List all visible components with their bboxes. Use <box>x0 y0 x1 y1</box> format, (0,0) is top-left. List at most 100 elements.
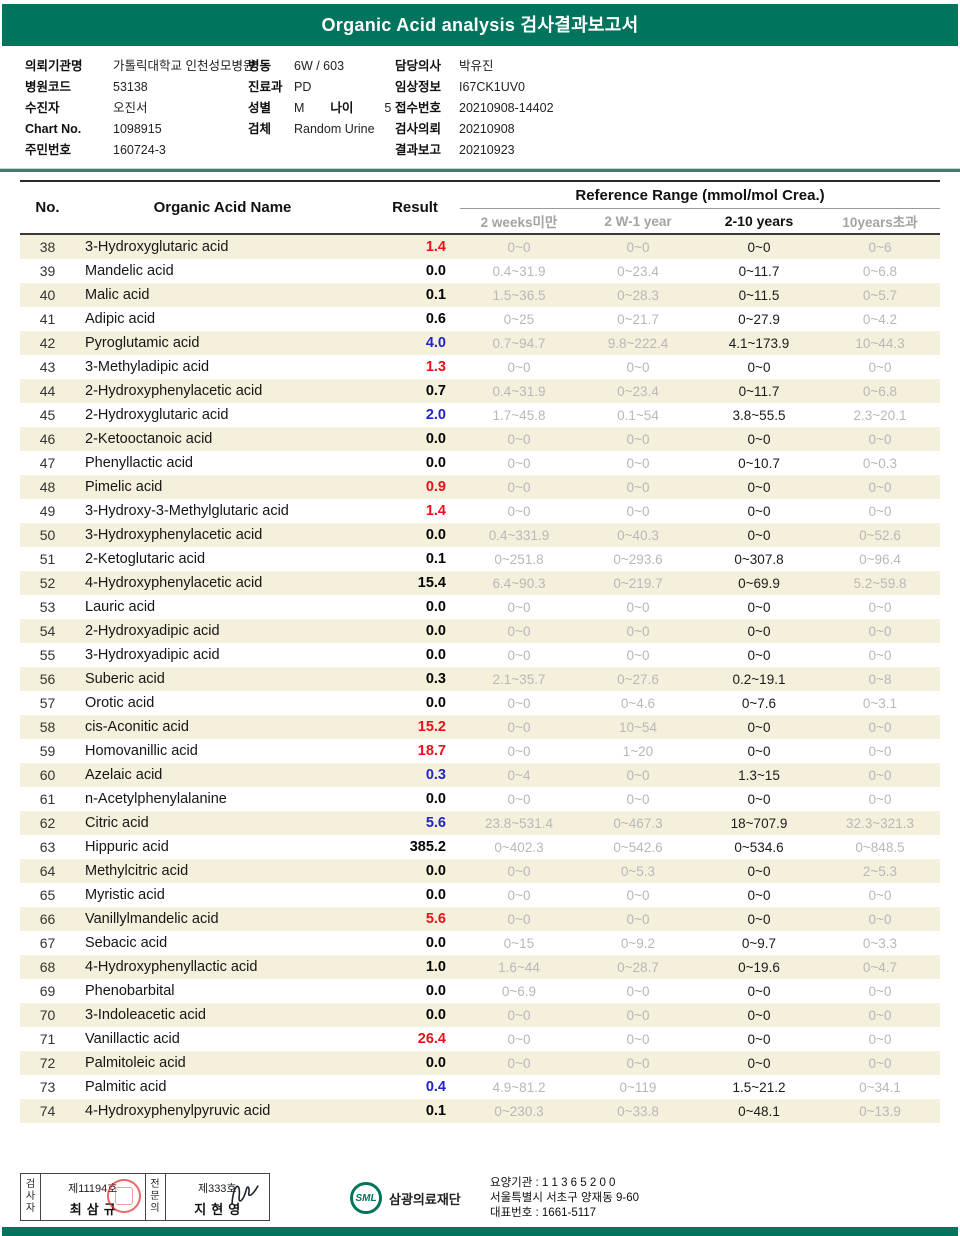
field-label: 검체 <box>248 122 272 136</box>
range-2-10-years: 0~27.9 <box>738 311 780 327</box>
result-value: 1.3 <box>425 359 446 375</box>
table-row: 38 3-Hydroxyglutaric acid 1.4 0~0 0~0 0~… <box>20 234 940 259</box>
result-value: 385.2 <box>409 839 446 855</box>
results-table: No. Organic Acid Name Result Reference R… <box>20 180 940 1123</box>
lab-address: 서울특별시 서초구 양재동 9-60 <box>490 1192 639 1204</box>
result-value: 0.0 <box>425 863 446 879</box>
range-under-2-weeks: 0~402.3 <box>494 839 544 855</box>
range-2-10-years: 4.1~173.9 <box>728 335 790 351</box>
col-header-result: Result <box>370 181 460 235</box>
range-2-10-years: 18~707.9 <box>730 815 788 831</box>
result-value: 0.0 <box>425 1055 446 1071</box>
row-number: 73 <box>39 1079 56 1095</box>
organic-acid-name: Palmitic acid <box>85 1079 167 1095</box>
organic-acid-name: 2-Hydroxyphenylacetic acid <box>85 383 263 399</box>
range-under-2-weeks: 0~0 <box>507 359 531 375</box>
row-number: 65 <box>39 887 56 903</box>
row-number: 67 <box>39 935 56 951</box>
range-under-2-weeks: 0~0 <box>507 719 531 735</box>
result-value: 0.0 <box>425 695 446 711</box>
patient-info-middle-column: 병동 6W / 603 진료과 PD 성별 M 나이 5 검체 Random Urine <box>248 56 391 140</box>
row-number: 43 <box>39 359 56 375</box>
range-2w-1year: 0~4.6 <box>620 695 656 711</box>
range-over-10-years: 0~6.8 <box>862 383 898 399</box>
row-number: 39 <box>39 263 56 279</box>
range-over-10-years: 0~0 <box>868 887 892 903</box>
field-value: 오진서 <box>113 101 148 115</box>
row-number: 42 <box>39 335 56 351</box>
row-number: 56 <box>39 671 56 687</box>
range-2-10-years: 0~11.7 <box>738 263 780 279</box>
table-row: 66 Vanillylmandelic acid 5.6 0~0 0~0 0~0… <box>20 907 940 931</box>
range-under-2-weeks: 1.5~36.5 <box>492 287 546 303</box>
organic-acid-name: 3-Hydroxyglutaric acid <box>85 239 229 255</box>
range-over-10-years: 0~0 <box>868 431 892 447</box>
field-value: 20210908 <box>459 122 515 136</box>
examiner-stamp-seal-icon <box>106 1179 141 1213</box>
organic-acid-name: Homovanillic acid <box>85 743 198 759</box>
range-2-10-years: 0~0 <box>747 623 771 639</box>
range-2-10-years: 0~0 <box>747 503 771 519</box>
organic-acid-name: Vanillactic acid <box>85 1031 180 1047</box>
result-value: 0.0 <box>425 527 446 543</box>
organic-acid-name: Azelaic acid <box>85 767 163 783</box>
table-row: 59 Homovanillic acid 18.7 0~0 1~20 0~0 0… <box>20 739 940 763</box>
row-number: 55 <box>39 647 56 663</box>
table-row: 58 cis-Aconitic acid 15.2 0~0 10~54 0~0 … <box>20 715 940 739</box>
patient-info-row: 진료과 PD <box>248 77 391 98</box>
field-label: 병원코드 <box>25 80 72 94</box>
field-label: 접수번호 <box>395 101 442 115</box>
organic-acid-name: Pyroglutamic acid <box>85 335 200 351</box>
lab-name: 삼광의료재단 <box>389 1191 461 1207</box>
range-2w-1year: 0~542.6 <box>613 839 663 855</box>
range-2w-1year: 0~27.6 <box>617 671 659 687</box>
range-2w-1year: 0~28.3 <box>617 287 659 303</box>
range-under-2-weeks: 0~0 <box>507 887 531 903</box>
lab-contact-info: 요양기관 : 1 1 3 6 5 2 0 0 서울특별시 서초구 양재동 9-6… <box>490 1176 639 1221</box>
range-2-10-years: 0~0 <box>747 359 771 375</box>
specialist-signature-icon <box>225 1176 266 1216</box>
range-under-2-weeks: 4.9~81.2 <box>492 1079 546 1095</box>
range-2w-1year: 0~0 <box>626 359 650 375</box>
table-row: 64 Methylcitric acid 0.0 0~0 0~5.3 0~0 2… <box>20 859 940 883</box>
range-2-10-years: 0~69.9 <box>738 575 780 591</box>
range-over-10-years: 0~0 <box>868 719 892 735</box>
range-2w-1year: 0~0 <box>626 503 650 519</box>
range-2-10-years: 0~0 <box>747 1055 771 1071</box>
row-number: 58 <box>39 719 56 735</box>
range-2w-1year: 0~0 <box>626 1007 650 1023</box>
range-2w-1year: 0~0 <box>626 599 650 615</box>
range-2w-1year: 0~33.8 <box>617 1103 659 1119</box>
organic-acid-name: 4-Hydroxyphenylacetic acid <box>85 575 263 591</box>
report-footer: 검사자 제11194호 최삼규 전문의 제333호 지현영 SML 삼광의료재단… <box>20 1170 940 1222</box>
result-value: 0.6 <box>425 311 446 327</box>
field-label: 수진자 <box>25 101 60 115</box>
table-row: 43 3-Methyladipic acid 1.3 0~0 0~0 0~0 0… <box>20 355 940 379</box>
range-2w-1year: 0~467.3 <box>613 815 663 831</box>
result-value: 1.4 <box>425 239 446 255</box>
range-2-10-years: 0~10.7 <box>738 455 780 471</box>
row-number: 71 <box>39 1031 56 1047</box>
organic-acid-name: Pimelic acid <box>85 479 163 495</box>
specialist-license-number: 제333호 <box>197 1183 237 1195</box>
range-2-10-years: 0~7.6 <box>741 695 777 711</box>
range-under-2-weeks: 1.6~44 <box>498 959 540 975</box>
range-2-10-years: 0~0 <box>747 911 771 927</box>
row-number: 74 <box>39 1103 56 1119</box>
range-over-10-years: 5.2~59.8 <box>853 575 907 591</box>
patient-info-row: 담당의사 박유진 <box>395 56 554 77</box>
range-under-2-weeks: 1.7~45.8 <box>492 407 546 423</box>
range-2w-1year: 0~0 <box>626 983 650 999</box>
result-value: 26.4 <box>417 1031 446 1047</box>
report-title: Organic Acid analysis 검사결과보고서 <box>2 4 958 46</box>
patient-info-row: 병원코드 53138 <box>25 77 254 98</box>
organic-acid-name: 2-Hydroxyadipic acid <box>85 623 220 639</box>
result-value: 15.4 <box>417 575 446 591</box>
range-over-10-years: 0~0.3 <box>862 455 898 471</box>
field-value: 5 <box>384 101 392 115</box>
organic-acid-name: Adipic acid <box>85 311 156 327</box>
range-2w-1year: 9.8~222.4 <box>607 335 669 351</box>
range-2-10-years: 0~0 <box>747 743 771 759</box>
lab-org-code: 요양기관 : 1 1 3 6 5 2 0 0 <box>490 1177 616 1189</box>
patient-info-row: 검사의뢰 20210908 <box>395 119 554 140</box>
